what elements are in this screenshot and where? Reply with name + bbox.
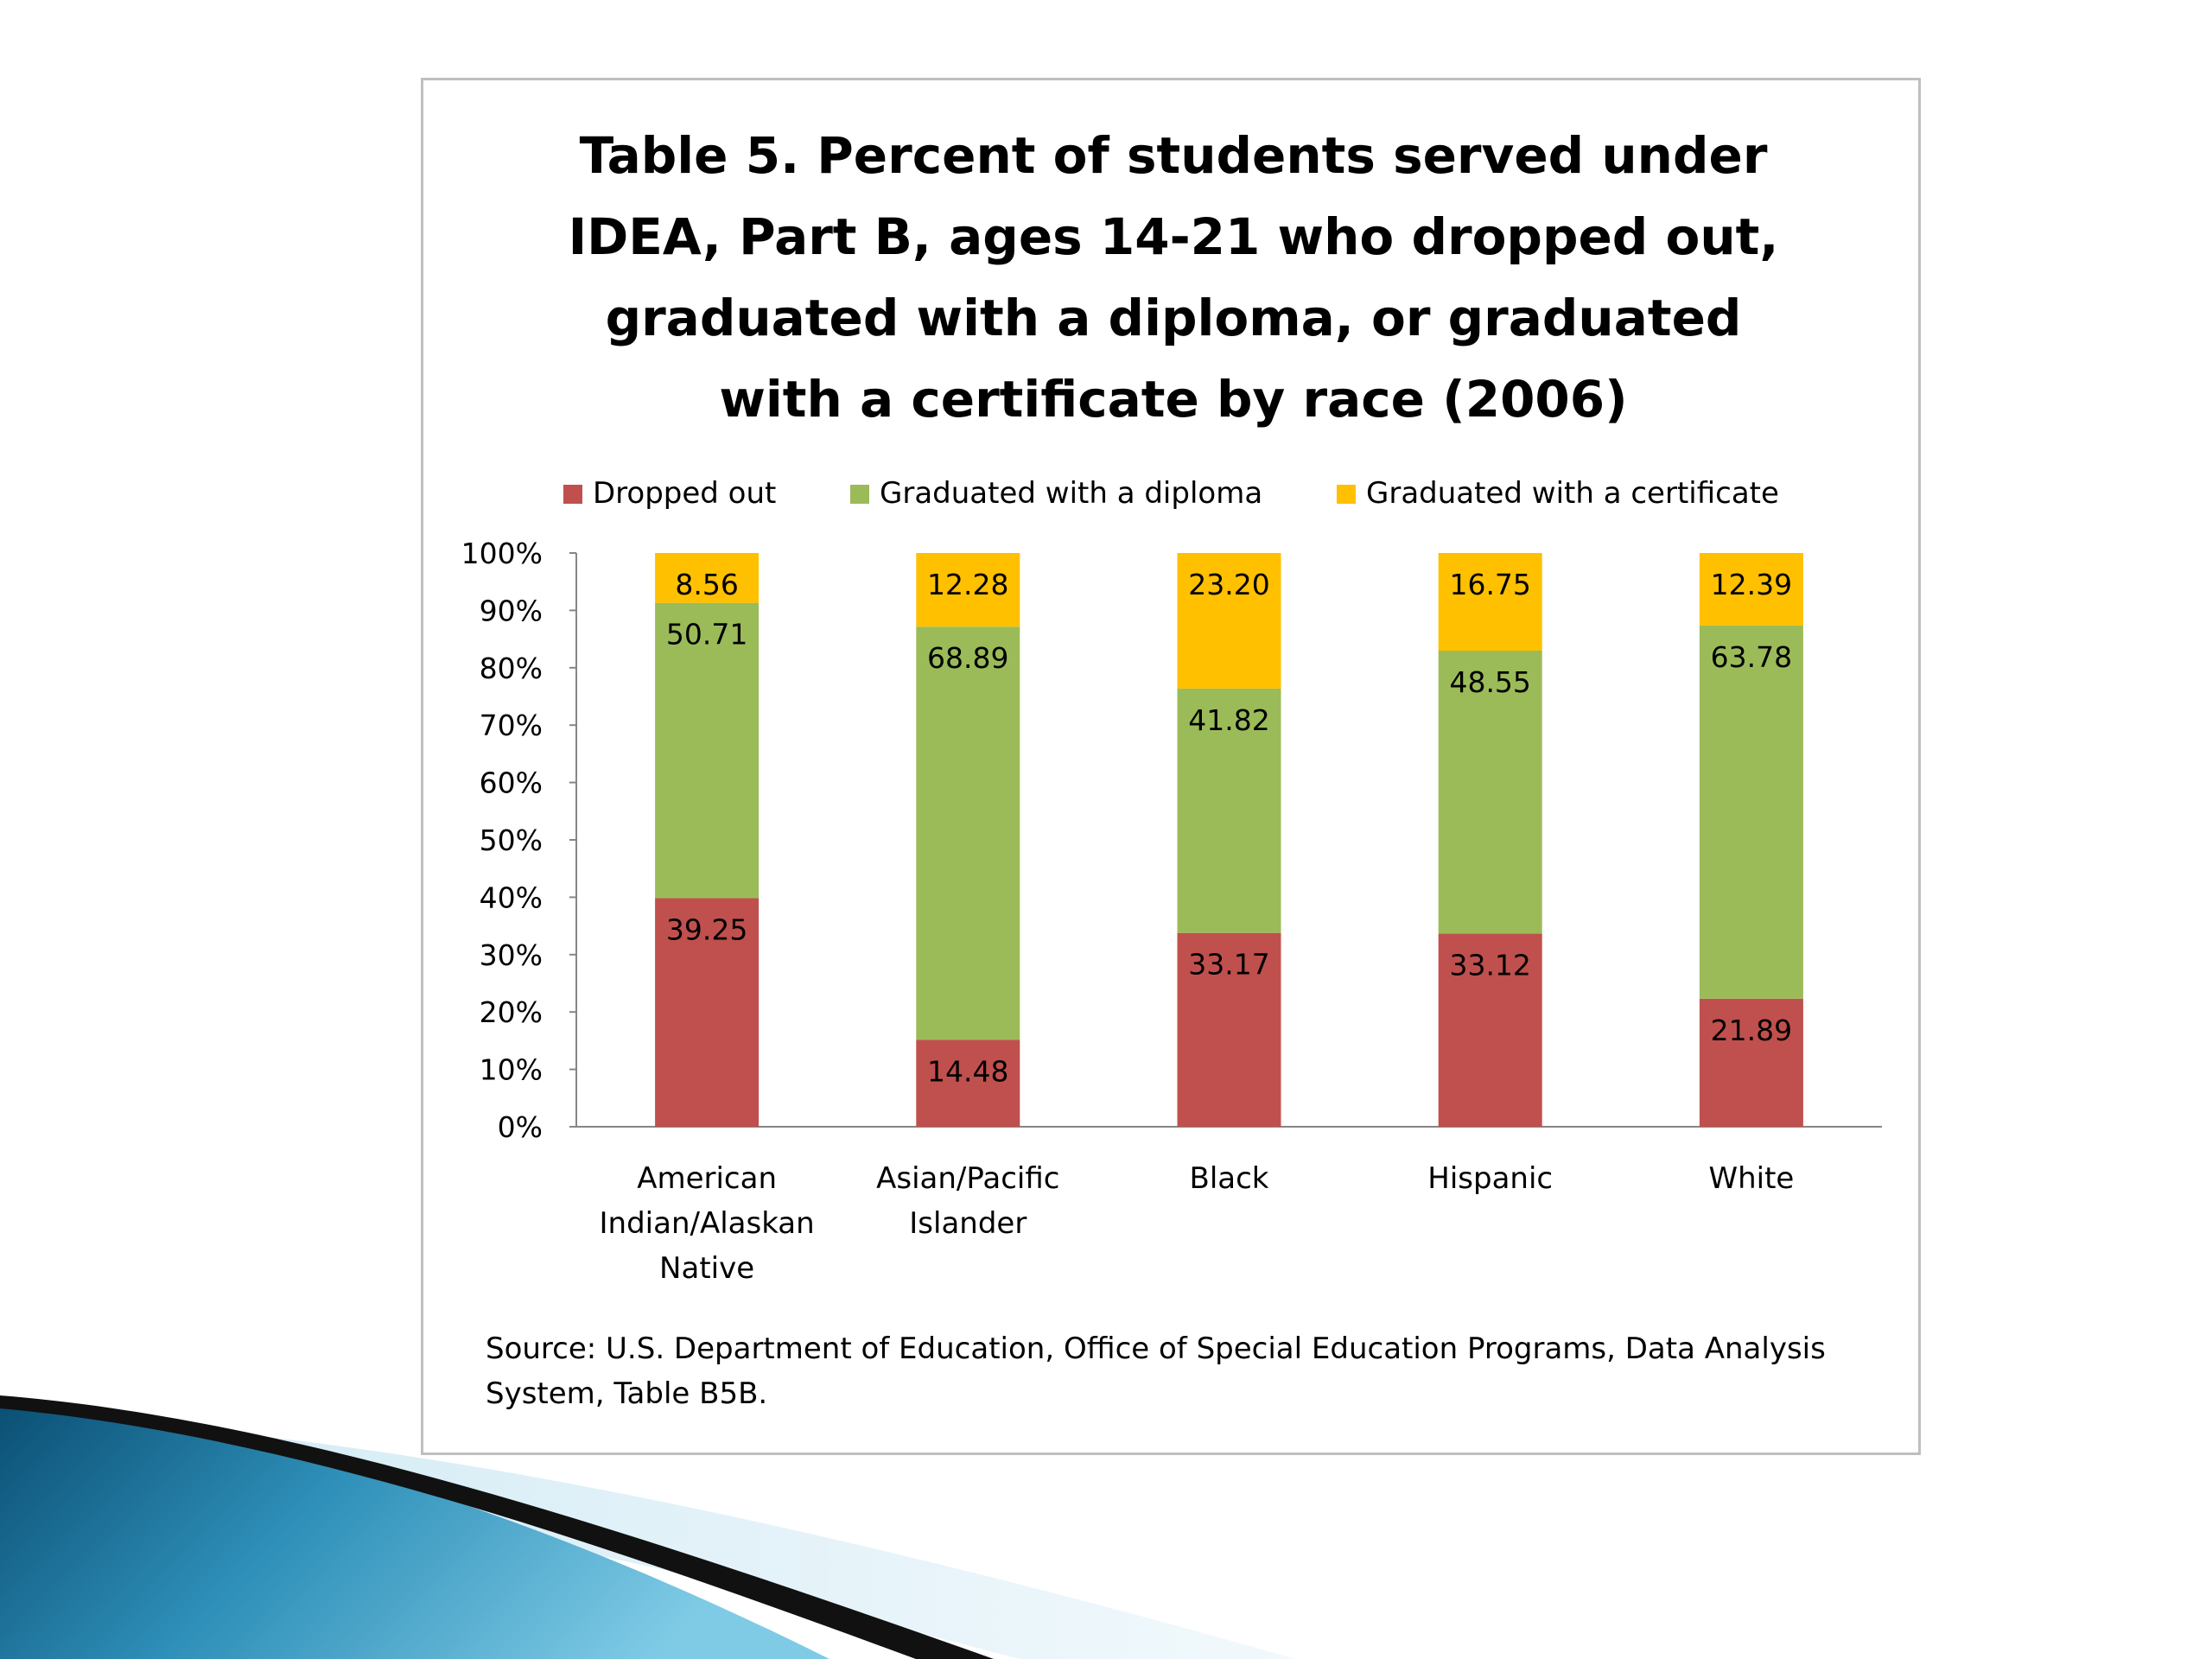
chart-title-line: with a certificate by race (2006) — [719, 370, 1628, 429]
bar-segment-3 — [1177, 553, 1281, 689]
chart-title-line: IDEA, Part B, ages 14-21 who dropped out… — [568, 207, 1779, 266]
y-tick-label: 10% — [480, 1053, 543, 1087]
y-tick-label: 0% — [498, 1110, 543, 1144]
data-label: 41.82 — [1188, 703, 1269, 737]
data-label: 12.39 — [1711, 568, 1792, 601]
bar-segment-1 — [1438, 933, 1542, 1127]
y-tick-label: 60% — [480, 766, 543, 800]
data-label: 33.12 — [1449, 949, 1530, 982]
stacked-bar-chart: Dropped out Graduated with a diploma Gradu… — [461, 476, 1882, 1286]
data-label: 23.20 — [1188, 568, 1269, 601]
x-category-label: White — [1708, 1161, 1794, 1196]
bar-segment-2 — [655, 602, 760, 899]
bar-segment-1 — [1177, 932, 1281, 1127]
bar-segment-2 — [1699, 625, 1803, 999]
bar-segment-1 — [655, 898, 760, 1127]
bar-segment-2 — [916, 626, 1020, 1040]
data-label: 68.89 — [927, 641, 1008, 675]
chart-title-line: Table 5. Percent of students served unde… — [579, 126, 1768, 185]
bar-segment-3 — [655, 553, 760, 603]
data-label: 12.28 — [927, 568, 1008, 601]
y-tick-label: 40% — [480, 880, 543, 914]
chart-frame: Table 5. Percent of students served unde… — [421, 78, 1921, 1455]
legend-swatch-1 — [563, 485, 582, 504]
legend-label-1: Dropped out — [593, 476, 776, 511]
legend-label-2: Graduated with a diploma — [880, 476, 1262, 511]
bar-segment-3 — [1438, 553, 1542, 652]
bar-segment-3 — [916, 553, 1020, 627]
chart-source-note: Source: U.S. Department of Education, Of… — [486, 1332, 1826, 1411]
y-tick-label: 100% — [461, 537, 543, 570]
data-label: 63.78 — [1711, 640, 1792, 674]
x-category-label: American — [637, 1161, 777, 1196]
data-label: 48.55 — [1449, 665, 1530, 699]
x-category-label: Black — [1190, 1161, 1269, 1196]
x-category-label: Indian/Alaskan — [600, 1206, 815, 1241]
data-label: 16.75 — [1449, 568, 1530, 601]
swoosh-black-stroke — [0, 1395, 994, 1659]
legend-label-3: Graduated with a certificate — [1366, 476, 1779, 511]
bar-segment-1 — [916, 1039, 1020, 1127]
legend-swatch-2 — [850, 485, 869, 504]
data-label: 21.89 — [1711, 1014, 1792, 1047]
y-tick-label: 70% — [480, 709, 543, 742]
bar-segment-1 — [1699, 998, 1803, 1127]
data-label: 33.17 — [1188, 948, 1269, 982]
chart-title: Table 5. Percent of students served unde… — [423, 115, 1923, 440]
y-tick-label: 50% — [480, 823, 543, 857]
bar-segment-3 — [1699, 553, 1803, 626]
data-label: 14.48 — [927, 1054, 1008, 1088]
y-tick-label: 80% — [480, 652, 543, 685]
data-label: 39.25 — [666, 912, 747, 946]
y-tick-label: 20% — [480, 995, 543, 1029]
y-tick-label: 30% — [480, 938, 543, 972]
x-category-label: Native — [659, 1251, 754, 1286]
data-label: 8.56 — [675, 568, 738, 601]
bar-segment-2 — [1438, 651, 1542, 934]
bar-segment-2 — [1177, 688, 1281, 933]
legend-swatch-3 — [1337, 485, 1356, 504]
x-category-label: Islander — [909, 1206, 1027, 1241]
x-category-label: Hispanic — [1427, 1161, 1553, 1196]
chart-title-line: graduated with a diploma, or graduated — [605, 289, 1742, 347]
swoosh-blue-shape — [0, 1404, 830, 1659]
y-tick-label: 90% — [480, 594, 543, 627]
x-category-label: Asian/Pacific — [876, 1161, 1059, 1196]
data-label: 50.71 — [666, 618, 747, 652]
